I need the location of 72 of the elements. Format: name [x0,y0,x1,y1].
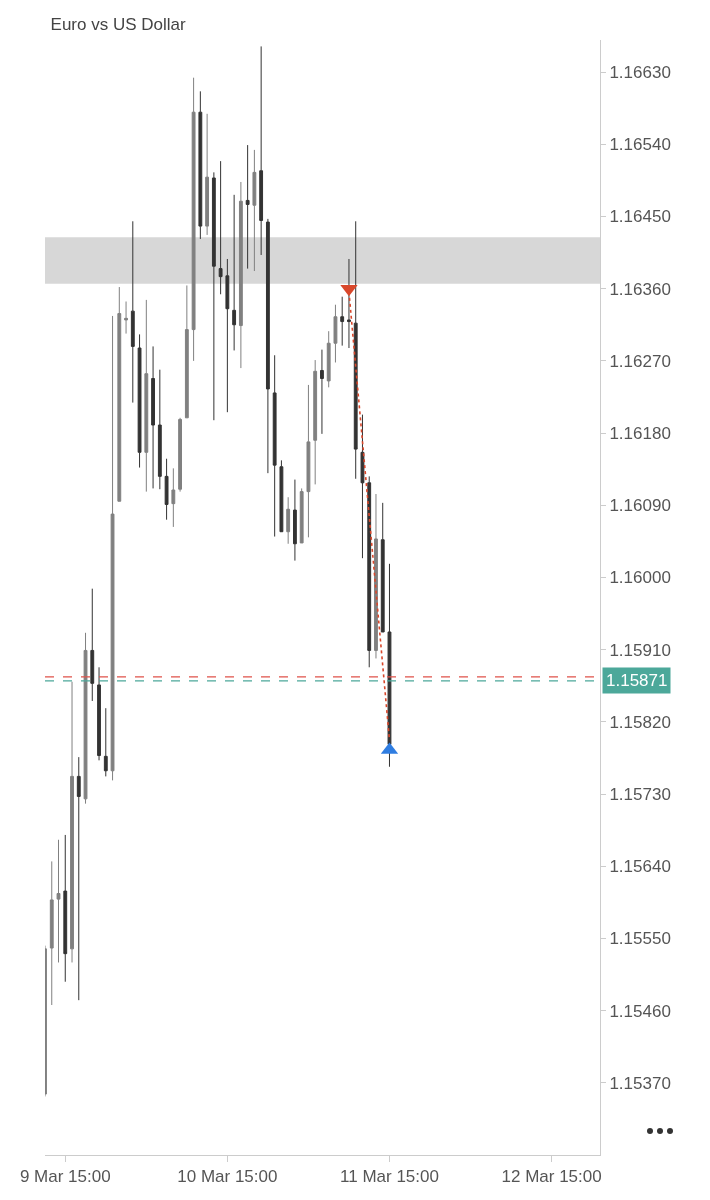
candlestick [144,299,149,493]
candlestick [164,458,169,521]
candlestick [83,632,88,805]
candlestick [218,160,223,295]
x-tick-label: 12 Mar 15:00 [501,1167,602,1187]
candlestick [272,354,277,538]
x-tick-label: 9 Mar 15:00 [19,1167,111,1187]
y-tick-label: 1.16630 [609,63,671,83]
candlestick [178,417,183,493]
y-tick-label: 1.16270 [609,351,671,371]
candlestick [49,860,54,1006]
candlestick [56,839,61,963]
y-tick-label: 1.16000 [609,568,671,588]
y-tick-label: 1.15730 [609,784,671,804]
y-tick-label: 1.15550 [609,929,671,949]
candlestick [97,666,101,761]
candlestick [367,475,372,668]
y-tick-label: 1.15820 [609,712,671,732]
candlestick [360,414,365,559]
ref-line-label: 1.15871 [606,671,668,690]
y-tick-label: 1.15640 [609,857,671,877]
candlestick [117,286,122,502]
candlestick [353,220,358,480]
candlestick [347,258,351,349]
candlestick [279,459,284,533]
candlestick [232,194,237,351]
candlestick [374,493,378,659]
candlestick [299,487,304,544]
candlestick [63,834,68,983]
candlestick [225,258,230,413]
candlestick [320,349,324,435]
y-tick-label: 1.16450 [609,207,671,227]
candlestick [326,330,331,388]
candlestick [76,756,81,1001]
candlestick [387,563,392,768]
candlestick [259,45,264,256]
x-tick-label: 11 Mar 15:00 [340,1167,439,1187]
y-tick-label: 1.16090 [609,496,671,516]
candlestick [191,77,196,362]
candlestick [184,284,189,419]
candlestick [103,707,108,777]
candlestick [171,467,176,528]
y-tick-label: 1.15910 [609,640,671,660]
x-tick-label: 10 Mar 15:00 [177,1167,278,1187]
candlestick [90,588,95,702]
chart-title: Euro vs US Dollar [50,14,186,34]
candlestick [130,220,135,404]
candlestick [157,369,162,490]
candlestick [265,218,270,474]
candlestick [124,301,128,335]
y-tick-label: 1.16180 [609,424,671,444]
candlestick [238,181,243,369]
candlestick [252,149,257,272]
y-tick-label: 1.15370 [609,1073,671,1093]
candlestick [333,304,338,363]
candlestick [198,90,203,240]
candlestick [151,345,155,489]
candlestick [205,113,210,236]
candlestick [306,384,311,538]
candlestick [137,333,142,469]
candlestick [245,144,250,270]
candlestick [340,296,345,347]
y-tick-label: 1.16360 [609,279,671,299]
candlestick [380,502,385,633]
candlestick [286,496,291,545]
y-tick-label: 1.16540 [609,135,671,155]
y-tick-label: 1.15460 [609,1001,671,1021]
candlestick [293,479,297,562]
candlestick [313,359,318,485]
candlestick [70,681,74,963]
candlestick [211,171,216,421]
candlestick [110,315,115,781]
